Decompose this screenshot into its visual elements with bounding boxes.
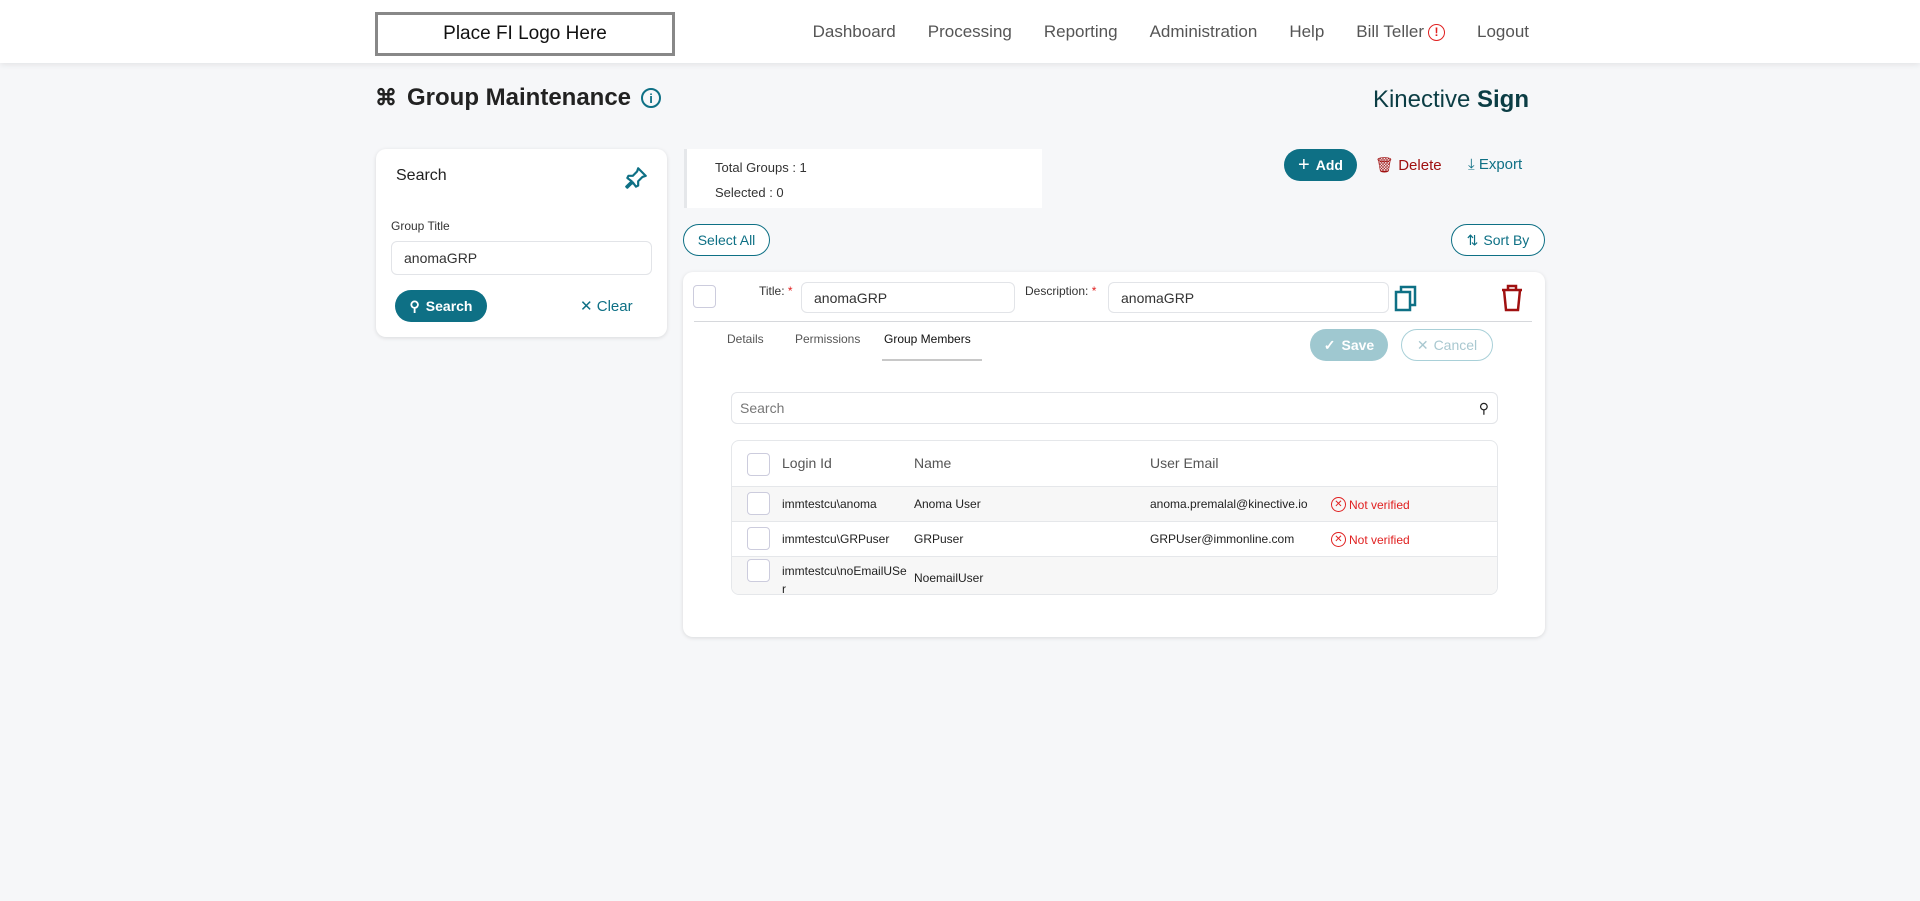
nav-administration[interactable]: Administration xyxy=(1149,22,1258,41)
divider xyxy=(694,321,1532,322)
table-row: immtestcu\GRPuser GRPuser GRPUser@immonl… xyxy=(732,521,1497,556)
members-table: Login Id Name User Email immtestcu\anoma… xyxy=(731,440,1498,595)
x-circle-icon: ✕ xyxy=(1331,532,1346,547)
tab-details[interactable]: Details xyxy=(727,332,764,346)
nav-dashboard[interactable]: Dashboard xyxy=(812,22,896,41)
row-checkbox[interactable] xyxy=(747,527,770,550)
pin-icon[interactable] xyxy=(623,165,649,191)
description-label: Description: * xyxy=(1025,284,1097,298)
export-button[interactable]: ⤓ Export xyxy=(1468,156,1522,173)
page-title-text: Group Maintenance xyxy=(407,84,632,111)
member-name: Anoma User xyxy=(914,497,981,511)
login-id: immtestcu\noEmailUSer xyxy=(782,564,907,595)
brand-light: Kinective xyxy=(1372,86,1471,113)
selected-count: Selected : 0 xyxy=(715,185,784,200)
cancel-button[interactable]: ✕ Cancel xyxy=(1401,329,1493,361)
description-input[interactable]: anomaGRP xyxy=(1108,282,1389,313)
main-nav: Dashboard Processing Reporting Administr… xyxy=(813,22,1529,42)
add-button[interactable]: + Add xyxy=(1284,149,1357,181)
delete-label: Delete xyxy=(1398,157,1442,174)
nav-help[interactable]: Help xyxy=(1289,22,1325,41)
group-title-input[interactable]: anomaGRP xyxy=(391,241,652,275)
save-button[interactable]: ✓ Save xyxy=(1310,329,1388,361)
add-label: Add xyxy=(1315,157,1343,173)
brand-bold: Sign xyxy=(1477,86,1529,113)
trash-icon[interactable] xyxy=(1500,284,1524,312)
plus-icon: + xyxy=(1298,153,1310,176)
nav-logout[interactable]: Logout xyxy=(1477,22,1529,41)
title-label: Title: * xyxy=(759,284,793,298)
sort-by-button[interactable]: ⇅ Sort By xyxy=(1451,224,1545,256)
copy-icon[interactable] xyxy=(1394,284,1418,312)
group-title-label: Group Title xyxy=(391,219,450,233)
status-badge: ✕ Not verified xyxy=(1331,532,1410,547)
user-name: Bill Teller xyxy=(1356,22,1424,41)
search-panel: Search Group Title anomaGRP ⚲ Search ✕ Cl… xyxy=(376,149,667,337)
nav-processing[interactable]: Processing xyxy=(927,22,1012,41)
total-groups: Total Groups : 1 xyxy=(715,160,807,175)
login-id: immtestcu\anoma xyxy=(782,497,877,511)
logo-placeholder: Place FI Logo Here xyxy=(375,12,675,56)
member-name: NoemailUser xyxy=(914,571,984,585)
cancel-label: Cancel xyxy=(1433,337,1478,353)
brand-logo: Kinective Sign xyxy=(1373,86,1529,114)
sort-icon: ⇅ xyxy=(1466,231,1479,248)
search-icon[interactable]: ⚲ xyxy=(1478,399,1489,416)
member-email: GRPUser@immonline.com xyxy=(1150,532,1295,546)
download-icon: ⤓ xyxy=(1468,156,1475,173)
active-tab-indicator xyxy=(882,359,982,361)
member-name: GRPuser xyxy=(914,532,964,546)
page-title: ⌘ Group Maintenance i xyxy=(375,84,662,112)
members-search-placeholder: Search xyxy=(740,400,785,416)
title-input[interactable]: anomaGRP xyxy=(801,282,1015,313)
top-header: Place FI Logo Here Dashboard Processing … xyxy=(0,0,1920,63)
clear-button[interactable]: ✕ Clear xyxy=(580,297,633,315)
status-badge: ✕ Not verified xyxy=(1331,497,1410,512)
table-row: immtestcu\noEmailUSer NoemailUser xyxy=(732,556,1497,595)
group-checkbox[interactable] xyxy=(693,285,716,308)
check-icon: ✓ xyxy=(1323,336,1336,353)
col-email: User Email xyxy=(1150,455,1219,471)
x-circle-icon: ✕ xyxy=(1331,497,1346,512)
row-checkbox[interactable] xyxy=(747,559,770,582)
close-icon: ✕ xyxy=(1416,336,1429,353)
nav-user[interactable]: Bill Teller! xyxy=(1356,22,1445,42)
row-checkbox[interactable] xyxy=(747,492,770,515)
members-search-input[interactable]: Search ⚲ xyxy=(731,392,1498,424)
trash-icon: 🗑 xyxy=(1375,157,1395,174)
save-label: Save xyxy=(1341,337,1375,353)
export-label: Export xyxy=(1478,156,1523,173)
search-button[interactable]: ⚲ Search xyxy=(395,290,487,322)
stats-panel: Total Groups : 1 Selected : 0 xyxy=(684,149,1042,208)
select-all-checkbox[interactable] xyxy=(747,453,770,476)
delete-button[interactable]: 🗑 Delete xyxy=(1375,156,1442,174)
nav-reporting[interactable]: Reporting xyxy=(1043,22,1118,41)
col-login-id: Login Id xyxy=(782,455,832,471)
search-heading: Search xyxy=(396,167,447,184)
select-all-button[interactable]: Select All xyxy=(683,224,770,256)
tab-permissions[interactable]: Permissions xyxy=(795,332,861,346)
close-icon: ✕ xyxy=(580,298,593,315)
col-name: Name xyxy=(914,455,952,471)
command-icon: ⌘ xyxy=(375,85,397,110)
clear-label: Clear xyxy=(596,298,633,315)
search-button-label: Search xyxy=(425,298,473,314)
alert-icon: ! xyxy=(1428,23,1445,41)
member-email: anoma.premalal@kinective.io xyxy=(1150,497,1308,511)
sort-label: Sort By xyxy=(1483,232,1530,248)
table-header: Login Id Name User Email xyxy=(732,441,1497,486)
table-row: immtestcu\anoma Anoma User anoma.premala… xyxy=(732,486,1497,521)
login-id: immtestcu\GRPuser xyxy=(782,532,890,546)
tab-group-members[interactable]: Group Members xyxy=(884,332,971,346)
search-icon: ⚲ xyxy=(409,297,420,314)
info-icon[interactable]: i xyxy=(641,88,662,108)
